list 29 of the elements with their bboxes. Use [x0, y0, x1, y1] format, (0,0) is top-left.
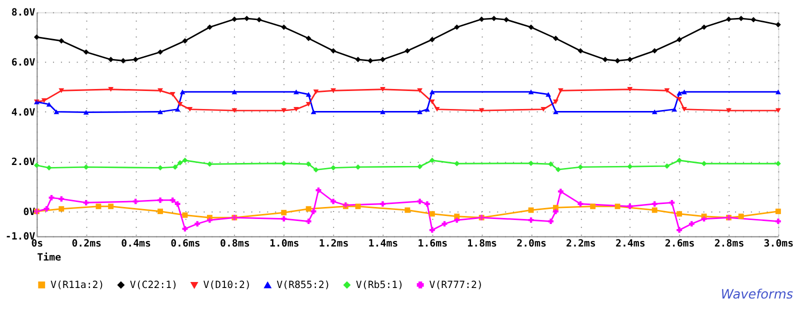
- y-tick-label: 8.0V: [11, 8, 36, 19]
- x-tick-label: 0.4ms: [121, 238, 151, 250]
- legend-label: V(R855:2): [276, 280, 330, 292]
- x-tick-label: 1.6ms: [418, 238, 448, 250]
- legend-label: V(D10:2): [203, 280, 251, 292]
- x-tick-label: 0.6ms: [170, 238, 200, 250]
- x-tick-label: 1.2ms: [318, 238, 349, 250]
- x-tick-label: 2.0ms: [516, 238, 546, 250]
- x-tick-label: 2.6ms: [664, 238, 695, 250]
- x-tick-label: 2.2ms: [566, 238, 596, 250]
- y-tick-label: 2.0V: [11, 157, 36, 168]
- y-tick-label: 0V: [23, 206, 36, 218]
- x-tick-label: 2.8ms: [714, 238, 744, 250]
- x-tick-label: 0.8ms: [220, 238, 250, 250]
- legend-label: V(Rb5:1): [356, 280, 404, 291]
- x-tick-label: 1.0ms: [269, 238, 300, 250]
- legend-label: V(R777:2): [429, 280, 483, 291]
- x-axis-title: Time: [37, 252, 62, 264]
- x-tick-label: 1.8ms: [467, 238, 498, 250]
- y-tick-label: 6.0V: [11, 57, 36, 68]
- x-tick-label: 2.4ms: [615, 238, 646, 250]
- legend-label: V(C22:1): [130, 280, 178, 291]
- x-tick-label: 3.0ms: [764, 238, 794, 250]
- y-tick-label: 4.0V: [11, 107, 36, 118]
- x-tick-label: 0.2ms: [72, 238, 102, 250]
- legend-label: V(R11a:2): [50, 280, 104, 291]
- x-tick-label: 0s: [31, 238, 44, 250]
- text: Waveforms: [720, 288, 794, 303]
- x-tick-label: 1.4ms: [368, 238, 398, 250]
